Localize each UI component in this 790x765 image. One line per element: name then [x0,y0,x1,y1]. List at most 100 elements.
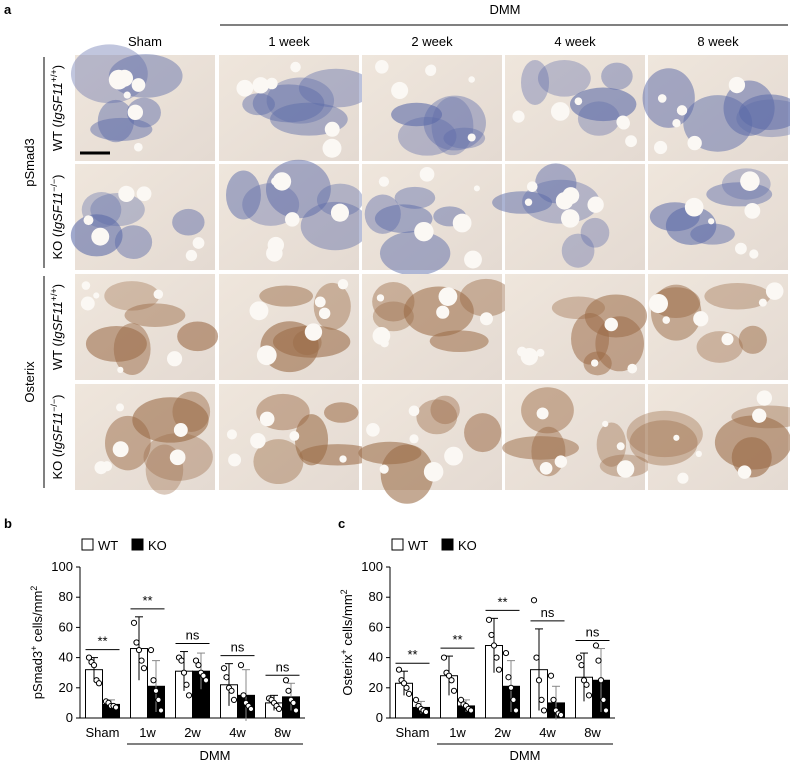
row-label: KO (IgSF11−/−) [49,394,65,479]
fat-cell [378,176,390,187]
data-point [157,707,165,714]
y-tick-label: 20 [369,680,383,695]
data-point [595,657,602,664]
fat-cell [169,449,186,466]
tissue-blob [177,321,219,352]
tissue-blob [70,44,148,104]
legend-swatch [441,538,454,551]
fat-cell [744,202,761,219]
fat-cell [536,348,545,357]
fat-cell [752,408,767,423]
data-point [240,692,247,699]
column-header: 2 week [411,34,453,49]
fat-cell [314,296,326,308]
legend-label: WT [408,538,428,553]
label-part: cells/mm [340,594,355,649]
y-tick-label: 40 [369,650,383,665]
fat-cell [117,366,124,373]
data-point [228,687,235,694]
label-part: IgSF11 [50,301,65,342]
tissue-blob [124,303,186,328]
fat-cell [627,363,638,374]
fat-cell [133,142,143,152]
label-part: WT ( [50,342,65,371]
y-tick-label: 80 [59,589,73,604]
data-point [412,696,420,703]
stain-label: Osterix [22,361,37,403]
label-part: ) [50,174,65,178]
fat-cell [673,434,680,441]
tissue-blob [459,278,513,317]
data-point [237,662,245,669]
fat-cell [285,212,300,227]
fat-cell [408,405,420,417]
data-point [275,705,283,713]
x-tick-label: 8w [584,725,601,740]
fat-cell [464,250,482,269]
fat-cell [289,430,300,441]
tissue-blob [225,170,261,220]
micrograph [648,274,788,380]
tissue-blob [601,62,633,91]
y-tick-label: 100 [51,559,73,574]
group-label: DMM [489,2,520,17]
significance-label: ** [497,594,507,609]
stain-label: pSmad3 [22,138,37,186]
data-point [185,692,193,699]
micrograph [75,55,215,161]
data-point [485,616,493,623]
fat-cell [136,186,152,202]
fat-cell [602,420,609,428]
tissue-blob [431,96,474,156]
fat-cell [249,301,269,321]
fat-cell [324,121,340,137]
tissue-blob [259,285,314,307]
x-tick-label: Sham [396,725,430,740]
data-point [495,666,503,673]
data-point [223,674,230,681]
fat-cell [526,181,538,192]
column-header: 8 week [697,34,739,49]
tissue-blob [114,225,153,259]
fat-cell [116,403,125,412]
label-part: KO ( [50,232,65,259]
data-point [533,654,540,661]
label-part: −/− [49,399,59,412]
data-point [440,654,448,661]
column-header: 4 week [554,34,596,49]
micrograph [219,384,359,490]
fat-cell [366,423,380,437]
fat-cell [228,453,242,467]
data-point [550,696,557,703]
tissue-blob [266,77,335,124]
fat-cell [266,245,283,262]
tissue-blob [253,439,304,485]
fat-cell [587,196,604,213]
data-point [467,707,475,714]
tissue-blob [626,410,703,458]
tissue-blob [464,413,502,453]
legend-label: KO [148,538,167,553]
tissue-blob [242,93,275,116]
fat-cell [339,455,347,463]
fat-cell [131,78,146,92]
tissue-blob [104,281,160,311]
fat-cell [391,81,409,99]
fat-cell [259,411,275,427]
fat-cell [677,472,689,484]
tissue-blob [629,420,698,466]
data-point [448,677,455,684]
column-header: Sham [128,34,162,49]
fat-cell [93,292,100,299]
label-part: 2 [339,589,349,594]
x-tick-label: 2w [494,725,511,740]
label-part: IgSF11 [50,412,65,453]
tissue-blob [690,223,735,245]
data-point [450,687,458,694]
data-point [493,654,500,661]
y-tick-label: 60 [59,619,73,634]
label-part: ) [50,284,65,288]
tissue-blob [596,422,627,467]
data-point [403,684,410,691]
